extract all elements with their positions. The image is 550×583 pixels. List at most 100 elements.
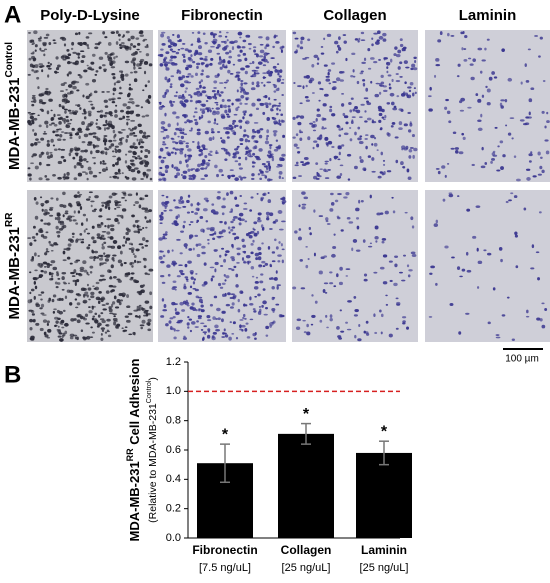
cell [339,266,343,271]
cell [311,64,315,68]
cell [32,59,36,62]
y-axis-subtitle-sup: Control [146,380,153,403]
cell [188,177,193,180]
cell [81,55,86,59]
cell [88,298,91,301]
cell [193,111,198,114]
cell [239,138,244,142]
cell [68,152,72,157]
cell [175,141,179,145]
cell [346,216,351,220]
cell [386,132,390,136]
cell [295,161,299,165]
cell [402,320,406,323]
cell [296,115,301,118]
cell [403,254,407,257]
cell [282,134,286,138]
cell [94,73,98,76]
cell [182,58,186,63]
cell [182,170,188,174]
cell [221,212,225,216]
cell [144,300,150,304]
cell [133,62,136,67]
cell [379,266,385,270]
cell [321,126,324,129]
cell [146,98,150,103]
cell [225,250,230,253]
cell [195,243,199,247]
cell [102,64,106,67]
cell [137,42,141,46]
cell [33,141,38,146]
cell [231,46,235,51]
cell [226,79,229,82]
cell [57,117,63,120]
cell [129,129,134,132]
cell [200,304,204,308]
cell [347,300,352,303]
cell [61,272,67,275]
cell [46,320,50,324]
cell [108,306,112,310]
cell [112,129,116,134]
cell [195,87,200,90]
cell [37,86,40,90]
cell [128,167,131,172]
cell [188,154,193,158]
cell [175,168,181,172]
cell [327,168,331,171]
cell [190,210,194,213]
cell [237,298,240,303]
cell [85,36,90,39]
cell [374,225,379,230]
cell [71,275,76,277]
cell [122,34,125,38]
cell [125,237,131,241]
cell [363,97,369,100]
cell [106,254,111,257]
cell [229,190,234,195]
cell [84,149,88,153]
cell [57,148,61,151]
cell [110,31,115,34]
cell [45,250,50,253]
cell [63,173,66,177]
row-label-name: MDA-MB-231 [6,227,23,320]
cell [45,151,50,156]
cell [244,121,248,124]
cell [105,302,110,305]
cell [134,280,140,284]
cell [114,218,119,223]
cell [77,56,81,59]
cell [497,145,500,148]
cell [172,111,177,115]
cell [231,302,235,306]
cell [328,82,332,85]
cell [324,136,329,141]
cell [244,57,248,62]
cell [230,256,235,259]
cell [333,155,339,159]
cell [250,196,254,199]
cell [514,231,518,236]
cell [86,283,89,287]
cell [373,271,378,274]
cell [218,231,223,235]
cell [40,234,45,238]
cell [190,168,194,171]
cell [479,70,483,74]
cell [70,215,75,218]
cells [27,191,154,342]
y-axis-title-part: MDA-MB-231 [127,461,142,541]
cell [227,226,231,230]
cell [383,163,386,166]
cell [103,241,107,245]
cell [27,173,32,177]
cell [52,294,57,298]
cell [504,98,508,103]
cell [100,337,104,341]
cell [40,269,44,273]
cell [147,318,152,323]
cell [239,102,243,105]
cell [472,235,477,239]
